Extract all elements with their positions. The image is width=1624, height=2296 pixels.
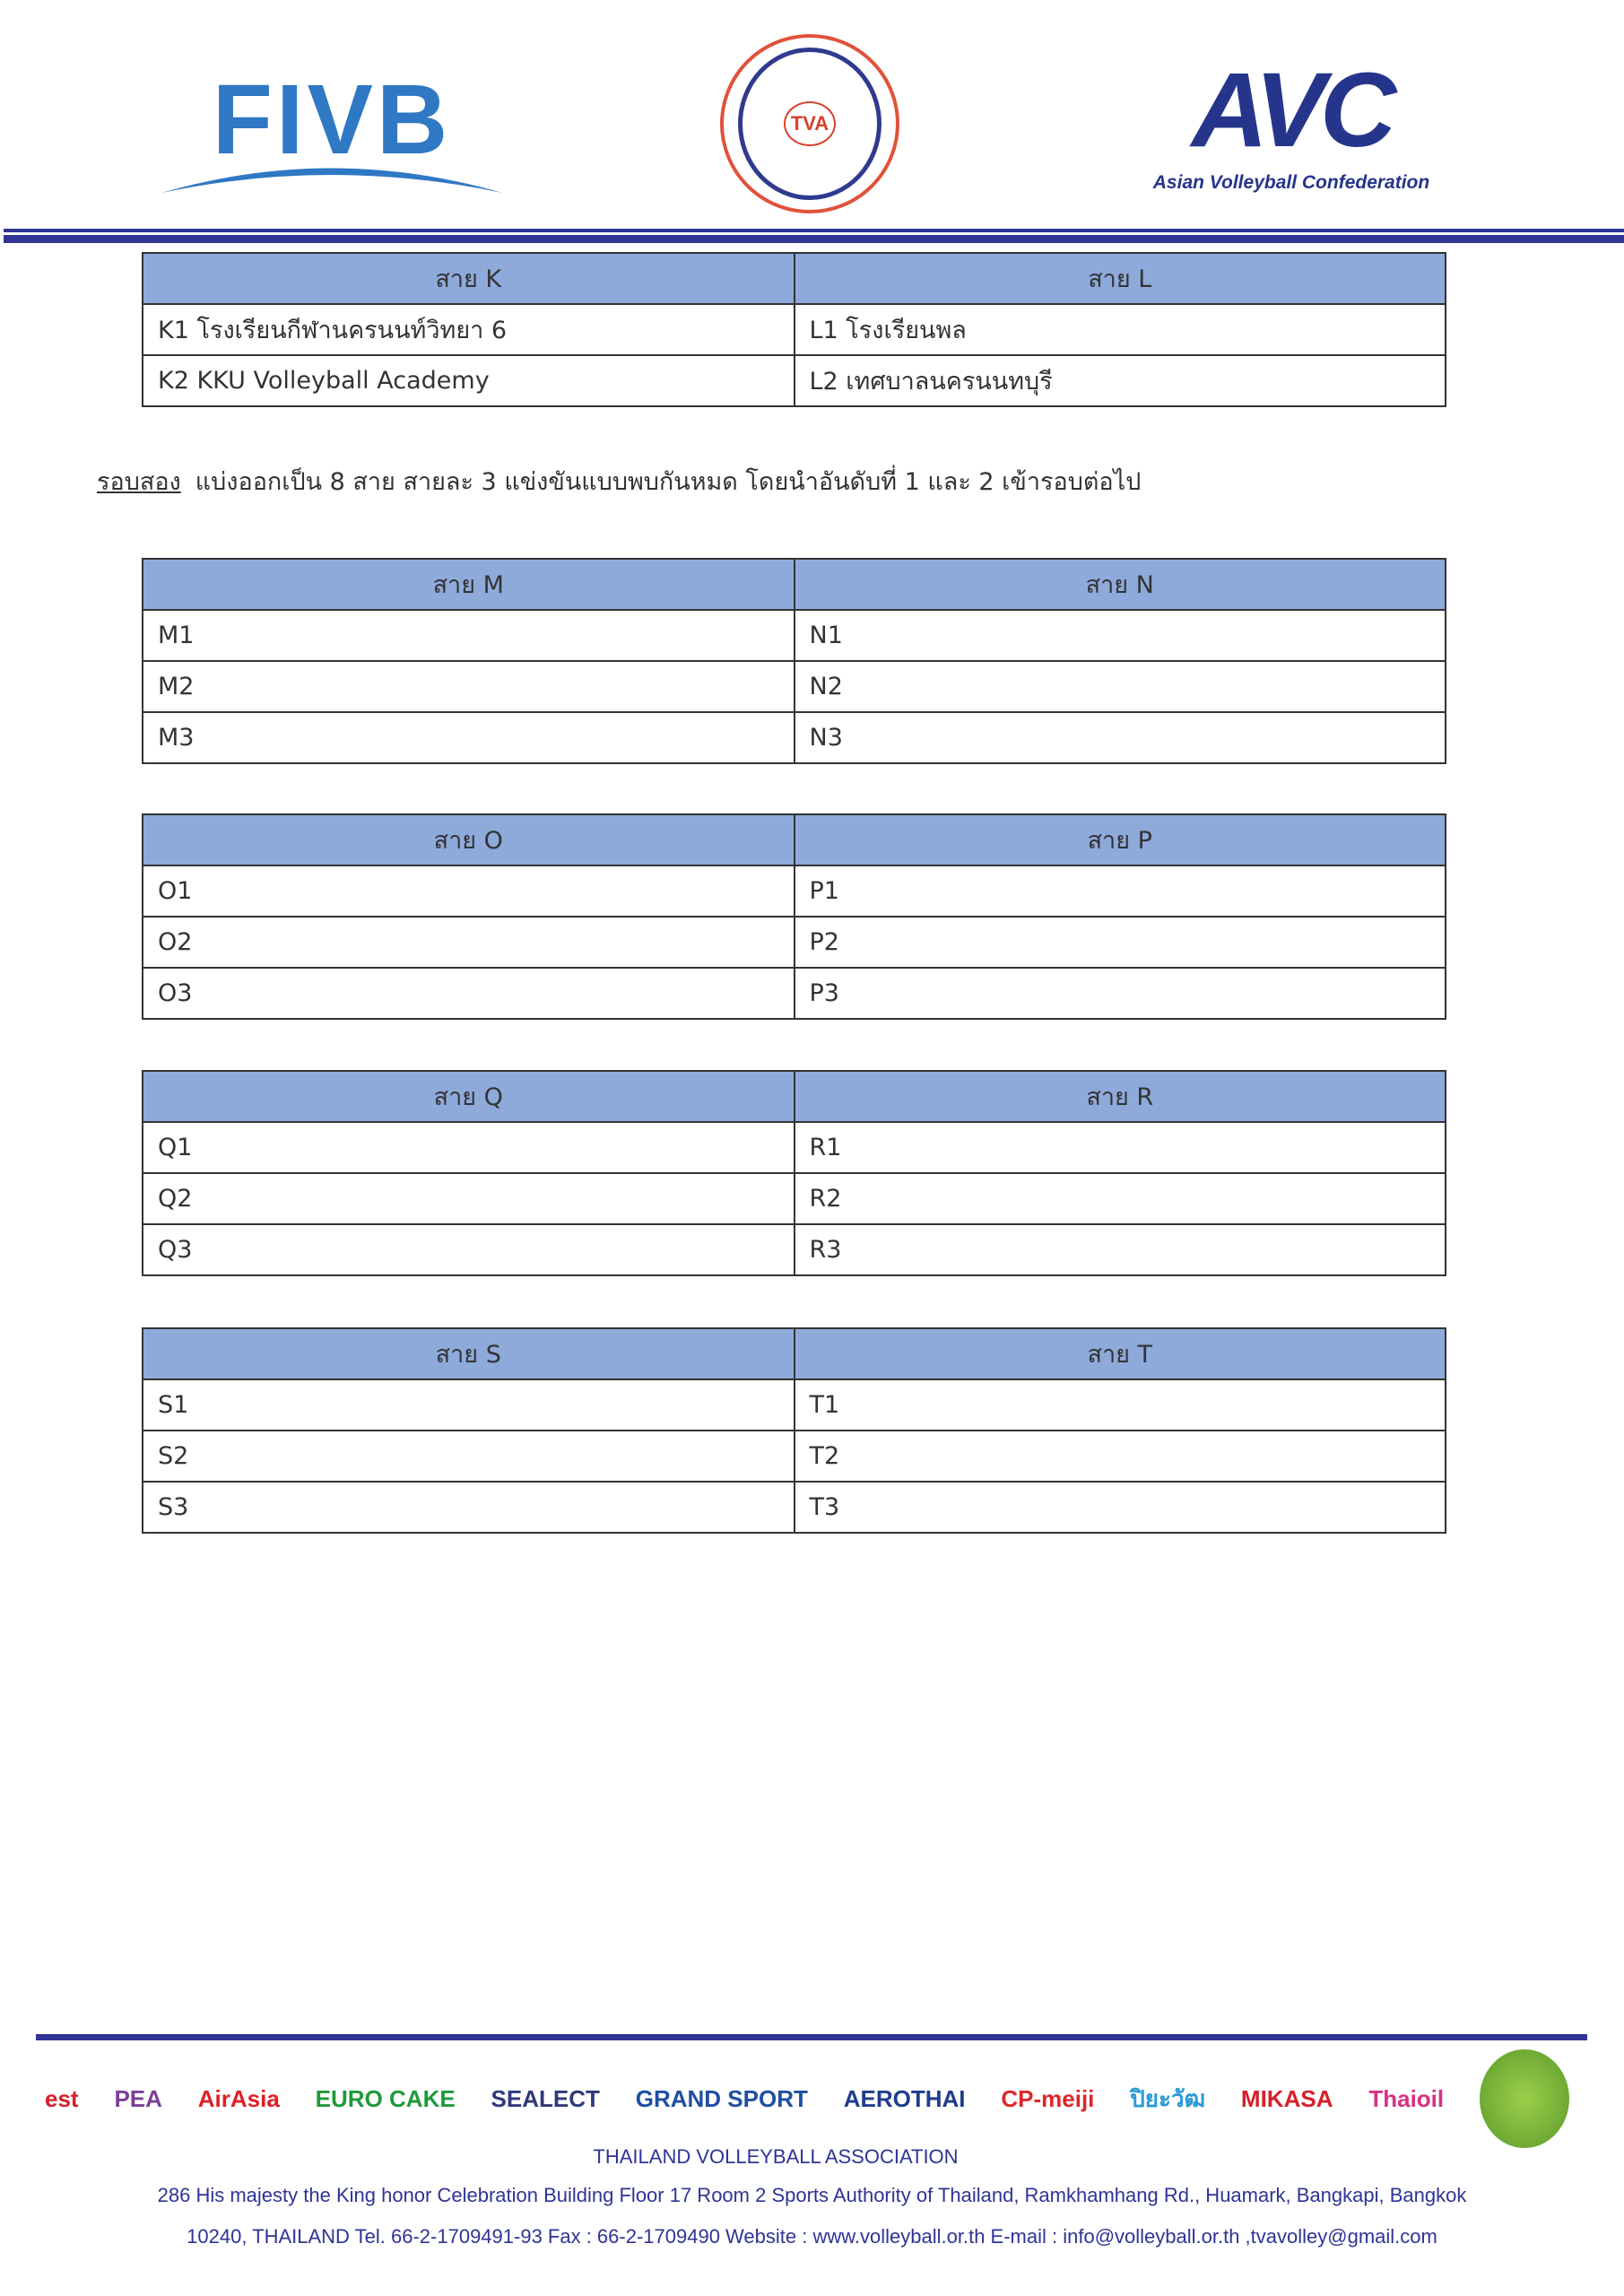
team-cell: M3: [142, 711, 795, 764]
sponsor-logo: MIKASA: [1240, 2084, 1333, 2112]
team-cell: T3: [793, 1481, 1446, 1534]
tva-logo-text: TVA: [783, 101, 837, 146]
avc-logo: AVC Asian Volleyball Confederation: [1121, 51, 1462, 204]
team-cell: T2: [793, 1430, 1446, 1483]
table-row: O2 P2: [142, 916, 1446, 969]
avc-logo-text: AVC: [1191, 51, 1396, 170]
table-row: O1 P1: [142, 865, 1446, 918]
team-cell: O1: [142, 865, 795, 918]
team-cell: M2: [142, 660, 795, 713]
team-cell: R1: [793, 1121, 1446, 1174]
sponsor-logo: ปิยะวัฒ: [1130, 2084, 1206, 2112]
group-header: สาย N: [793, 558, 1446, 611]
team-cell: L1 โรงเรียนพล: [793, 303, 1446, 356]
table-row: M1 N1: [142, 609, 1446, 662]
team-cell: P1: [793, 865, 1446, 918]
sponsor-logo: PEA: [114, 2084, 162, 2112]
team-cell: R2: [793, 1172, 1446, 1225]
avc-logo-subtitle: Asian Volleyball Confederation: [1152, 172, 1430, 193]
table-row: M3 N3: [142, 711, 1446, 764]
table-row: M2 N2: [142, 660, 1446, 713]
table-row: S1 T1: [142, 1378, 1446, 1431]
group-header: สาย O: [142, 813, 795, 866]
team-cell: Q1: [142, 1121, 795, 1174]
team-cell: N2: [793, 660, 1446, 713]
fivb-logo-text: FIVB: [212, 65, 452, 175]
team-cell: S2: [142, 1430, 795, 1483]
table-row: S3 T3: [142, 1481, 1446, 1534]
sponsor-logo: EURO CAKE: [315, 2084, 456, 2112]
address-line-1: 286 His majesty the King honor Celebrati…: [157, 2184, 1467, 2206]
group-header: สาย L: [793, 252, 1446, 305]
group-header: สาย Q: [142, 1070, 795, 1123]
table-header-row: สาย Q สาย R: [142, 1070, 1446, 1123]
group-header: สาย T: [793, 1327, 1446, 1380]
team-cell: S3: [142, 1481, 795, 1534]
address-line-2: 10240, THAILAND Tel. 66-2-1709491-93 Fax…: [187, 2225, 1437, 2248]
note-label: รอบสอง: [97, 468, 181, 496]
group-table: สาย M สาย N M1 N1 M2 N2 M3 N3: [142, 558, 1446, 764]
team-cell: M1: [142, 609, 795, 662]
sponsor-logo: CP-meiji: [1001, 2084, 1095, 2112]
team-cell: N3: [793, 711, 1446, 764]
table-row: S2 T2: [142, 1430, 1446, 1483]
table-row: K1 โรงเรียนกีฬานครนนท์วิทยา 6 L1 โรงเรียน…: [142, 303, 1446, 356]
table-row: Q3 R3: [142, 1223, 1446, 1276]
sponsor-logo: SEALECT: [491, 2084, 600, 2112]
tva-logo: TVA: [720, 34, 899, 213]
team-cell: O3: [142, 967, 795, 1020]
team-cell: N1: [793, 609, 1446, 662]
header-divider: [4, 229, 1624, 232]
group-header: สาย M: [142, 558, 795, 611]
group-header: สาย R: [793, 1070, 1446, 1123]
association-name: THAILAND VOLLEYBALL ASSOCIATION: [593, 2145, 959, 2168]
team-cell: R3: [793, 1223, 1446, 1276]
group-header: สาย K: [142, 252, 795, 305]
fivb-arc-icon: [161, 168, 502, 193]
group-header: สาย S: [142, 1327, 795, 1380]
note-text: แบ่งออกเป็น 8 สาย สายละ 3 แข่งขันแบบพบกั…: [195, 468, 1142, 496]
table-row: K2 KKU Volleyball Academy L2 เทศบาลนครนนท…: [142, 354, 1446, 407]
sponsor-logo: Thaioil: [1368, 2084, 1445, 2112]
sponsor-logo: AirAsia: [197, 2084, 280, 2112]
sponsor-logo: AEROTHAI: [843, 2084, 966, 2112]
table-row: Q2 R2: [142, 1172, 1446, 1225]
header-divider-thick: [4, 235, 1624, 243]
mascot-logo: [1479, 2049, 1569, 2148]
team-cell: L2 เทศบาลนครนนทบุรี: [793, 354, 1446, 407]
team-cell: Q2: [142, 1172, 795, 1225]
fivb-logo: FIVB: [157, 63, 507, 197]
team-cell: Q3: [142, 1223, 795, 1276]
table-header-row: สาย S สาย T: [142, 1327, 1446, 1380]
sponsor-logos: est PEA AirAsia EURO CAKE SEALECT GRAND SPORT…: [45, 2049, 1569, 2148]
table-header-row: สาย K สาย L: [142, 252, 1446, 305]
group-table: สาย Q สาย R Q1 R1 Q2 R2 Q3 R3: [142, 1070, 1446, 1276]
team-cell: O2: [142, 916, 795, 969]
team-cell: P2: [793, 916, 1446, 969]
footer-divider: [36, 2034, 1587, 2040]
sponsor-logo: est: [45, 2084, 79, 2112]
team-cell: P3: [793, 967, 1446, 1020]
table-row: O3 P3: [142, 967, 1446, 1020]
sponsor-logo: GRAND SPORT: [635, 2084, 808, 2112]
group-table: สาย S สาย T S1 T1 S2 T2 S3 T3: [142, 1327, 1446, 1534]
table-row: Q1 R1: [142, 1121, 1446, 1174]
group-table: สาย O สาย P O1 P1 O2 P2 O3 P3: [142, 813, 1446, 1020]
team-cell: T1: [793, 1378, 1446, 1431]
team-cell: S1: [142, 1378, 795, 1431]
team-cell: K1 โรงเรียนกีฬานครนนท์วิทยา 6: [142, 303, 795, 356]
group-header: สาย P: [793, 813, 1446, 866]
table-header-row: สาย O สาย P: [142, 813, 1446, 866]
table-header-row: สาย M สาย N: [142, 558, 1446, 611]
team-cell: K2 KKU Volleyball Academy: [142, 354, 795, 407]
round-two-note: รอบสอง แบ่งออกเป็น 8 สาย สายละ 3 แข่งขันแ…: [97, 462, 1141, 500]
